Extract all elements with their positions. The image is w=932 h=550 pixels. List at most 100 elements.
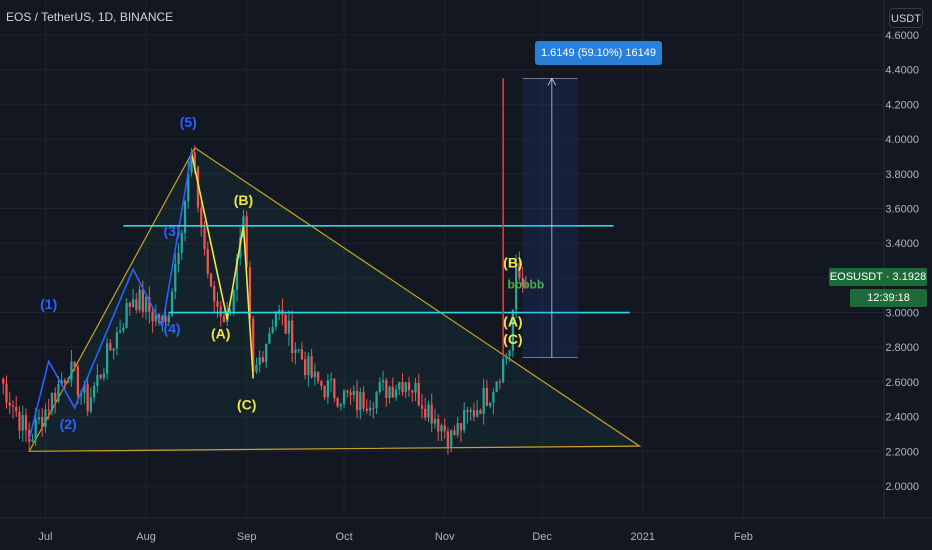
chart-grid <box>0 0 884 518</box>
candle-body <box>388 386 391 399</box>
candle-body <box>372 407 375 409</box>
candle-body <box>54 392 57 402</box>
candle-body <box>398 382 401 390</box>
candle-body <box>508 350 511 357</box>
candle-body <box>303 359 307 376</box>
candle-body <box>63 380 67 383</box>
wave-label: (1) <box>40 296 57 312</box>
currency-button[interactable]: USDT <box>889 8 923 28</box>
candle-body <box>245 216 248 268</box>
wave-label: (A) <box>211 326 230 342</box>
wave-label: (3) <box>163 223 180 239</box>
candle-body <box>469 410 472 412</box>
projection-box <box>522 78 578 358</box>
candle-body <box>502 358 505 382</box>
candle-body <box>320 381 323 386</box>
y-tick-label: 2.8000 <box>885 342 919 354</box>
candle-body <box>492 392 495 403</box>
candle-body <box>34 419 37 440</box>
candle-body <box>232 289 235 312</box>
candle-body <box>151 311 154 322</box>
candle-body <box>365 408 368 411</box>
candle-body <box>420 405 424 409</box>
x-tick-label: Nov <box>435 531 455 543</box>
candle-body <box>219 306 222 317</box>
candle-body <box>394 389 398 398</box>
candle-body <box>440 425 443 432</box>
candle-body <box>466 409 469 412</box>
candle-body <box>427 404 430 418</box>
candle-body <box>443 425 446 432</box>
candle-body <box>11 405 15 408</box>
y-tick-label: 3.6000 <box>885 203 919 215</box>
measure-info-box: 1.6149 (59.10%) 16149 <box>535 41 662 65</box>
candle-body <box>70 361 73 381</box>
candle-body <box>60 380 63 385</box>
candle-body <box>323 385 326 398</box>
candlestick-series <box>2 145 528 455</box>
candle-body <box>476 410 479 417</box>
candle-body <box>368 407 372 411</box>
candle-body <box>349 392 352 396</box>
time-axis[interactable]: Jul Aug Sep Oct Nov Dec 2021 Feb <box>0 517 932 543</box>
candle-body <box>122 327 125 331</box>
y-tick-label: 3.4000 <box>885 238 919 250</box>
candle-body <box>268 332 271 344</box>
candle-body <box>177 252 180 265</box>
candle-body <box>346 390 349 393</box>
candle-body <box>352 390 355 396</box>
candle-body <box>255 364 258 372</box>
candle-body <box>274 312 278 327</box>
candle-body <box>518 263 521 278</box>
candle-body <box>252 318 255 372</box>
candle-body <box>391 386 394 398</box>
candle-body <box>291 320 294 354</box>
candle-body <box>167 315 170 323</box>
candle-body <box>2 378 5 384</box>
candle-body <box>125 302 128 328</box>
candle-body <box>216 301 219 307</box>
candle-body <box>359 391 362 411</box>
x-tick-label: 2021 <box>630 531 654 543</box>
candle-body <box>459 422 463 431</box>
candle-body <box>15 407 18 413</box>
bar-countdown-label: 12:39:18 <box>850 289 927 307</box>
candle-body <box>375 391 378 408</box>
candle-body <box>99 374 102 379</box>
candle-body <box>200 207 203 228</box>
candle-body <box>482 387 485 415</box>
candle-body <box>411 390 414 393</box>
y-tick-label: 4.4000 <box>885 65 919 77</box>
candle-body <box>196 166 200 208</box>
last-price-label: EOSUSDT · 3.1928 <box>829 268 927 286</box>
candle-body <box>336 398 339 407</box>
candle-body <box>511 309 515 351</box>
candle-body <box>86 384 89 412</box>
x-tick-label: Oct <box>336 531 353 543</box>
candle-body <box>514 263 518 310</box>
candle-body <box>300 349 304 360</box>
candle-body <box>417 383 420 406</box>
candle-body <box>307 356 310 376</box>
wave-label: (B) <box>234 192 253 208</box>
candle-body <box>31 439 34 442</box>
candle-body <box>385 380 388 399</box>
candle-body <box>93 385 96 398</box>
candle-body <box>401 382 404 393</box>
candle-body <box>258 357 261 365</box>
candle-body <box>138 289 141 310</box>
candle-body <box>505 356 508 359</box>
candle-body <box>203 227 206 250</box>
measure-arrowhead <box>547 77 557 86</box>
triangle-pattern <box>28 146 642 452</box>
x-tick-label: Feb <box>734 531 753 543</box>
candle-body <box>105 343 109 374</box>
candle-body <box>333 378 336 399</box>
wave-lines <box>28 152 254 440</box>
candle-body <box>47 409 50 411</box>
candle-body <box>446 431 450 447</box>
candle-body <box>180 232 183 253</box>
y-tick-label: 2.2000 <box>885 446 919 458</box>
x-tick-label: Dec <box>532 531 552 543</box>
